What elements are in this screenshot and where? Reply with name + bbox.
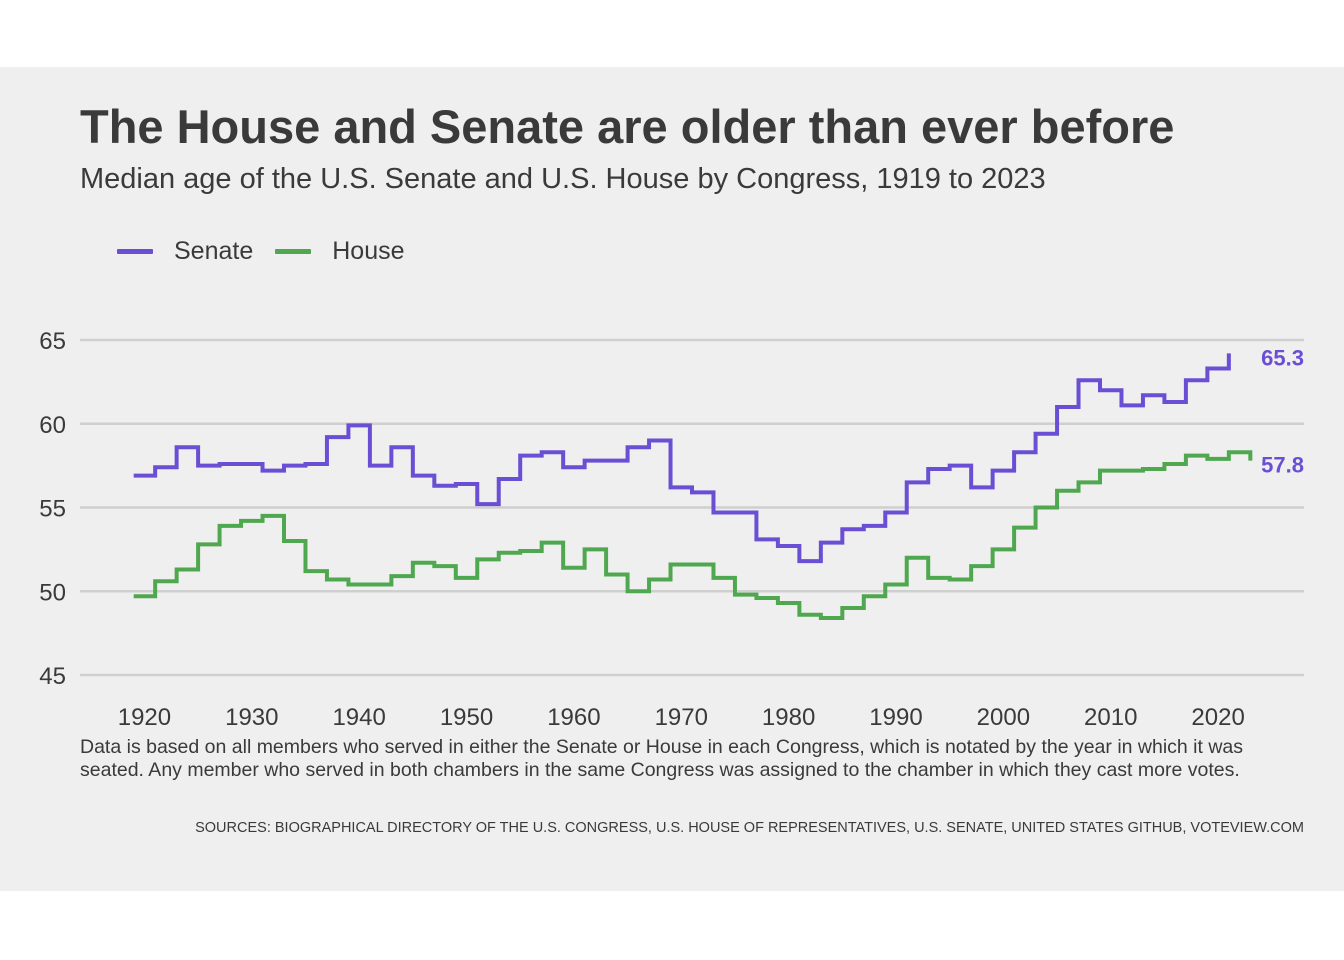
legend-swatch-house: [275, 249, 312, 254]
x-tick-label: 1990: [869, 704, 922, 727]
legend-item-senate: Senate: [117, 237, 253, 266]
chart-title: The House and Senate are older than ever…: [80, 100, 1175, 153]
legend-label-senate: Senate: [174, 237, 254, 265]
y-tick-label: 65: [39, 328, 66, 355]
legend-swatch-senate: [117, 249, 153, 254]
chart-sources: SOURCES: BIOGRAPHICAL DIRECTORY OF THE U…: [195, 820, 1304, 836]
x-tick-label: 1940: [332, 704, 385, 727]
series-line-house: [133, 450, 1253, 621]
x-tick-label: 2000: [977, 704, 1030, 727]
y-tick-label: 55: [39, 496, 66, 523]
legend-item-house: House: [275, 237, 405, 266]
x-tick-label: 1930: [225, 704, 278, 727]
x-tick-label: 1920: [118, 704, 171, 727]
x-tick-label: 1960: [547, 704, 600, 727]
x-tick-label: 1950: [440, 704, 493, 727]
x-tick-label: 1980: [762, 704, 815, 727]
legend: Senate House: [117, 237, 427, 266]
chart-panel: The House and Senate are older than ever…: [0, 67, 1344, 891]
y-tick-label: 60: [39, 412, 66, 439]
y-tick-label: 50: [39, 579, 66, 606]
chart-note: Data is based on all members who served …: [80, 736, 1244, 781]
series-line-senate: [133, 353, 1231, 564]
legend-label-house: House: [332, 237, 405, 265]
chart-subtitle: Median age of the U.S. Senate and U.S. H…: [80, 163, 1046, 195]
end-label-house: 57.8: [1261, 453, 1304, 478]
x-tick-label: 2020: [1191, 704, 1244, 727]
x-tick-label: 2010: [1084, 704, 1137, 727]
x-tick-label: 1970: [655, 704, 708, 727]
line-chart: 45 50 55 60 65 1920 1930 1940 1950 1960 1970 1980 19…: [39, 328, 1304, 727]
end-label-senate: 65.3: [1261, 345, 1304, 370]
y-tick-label: 45: [39, 663, 66, 690]
